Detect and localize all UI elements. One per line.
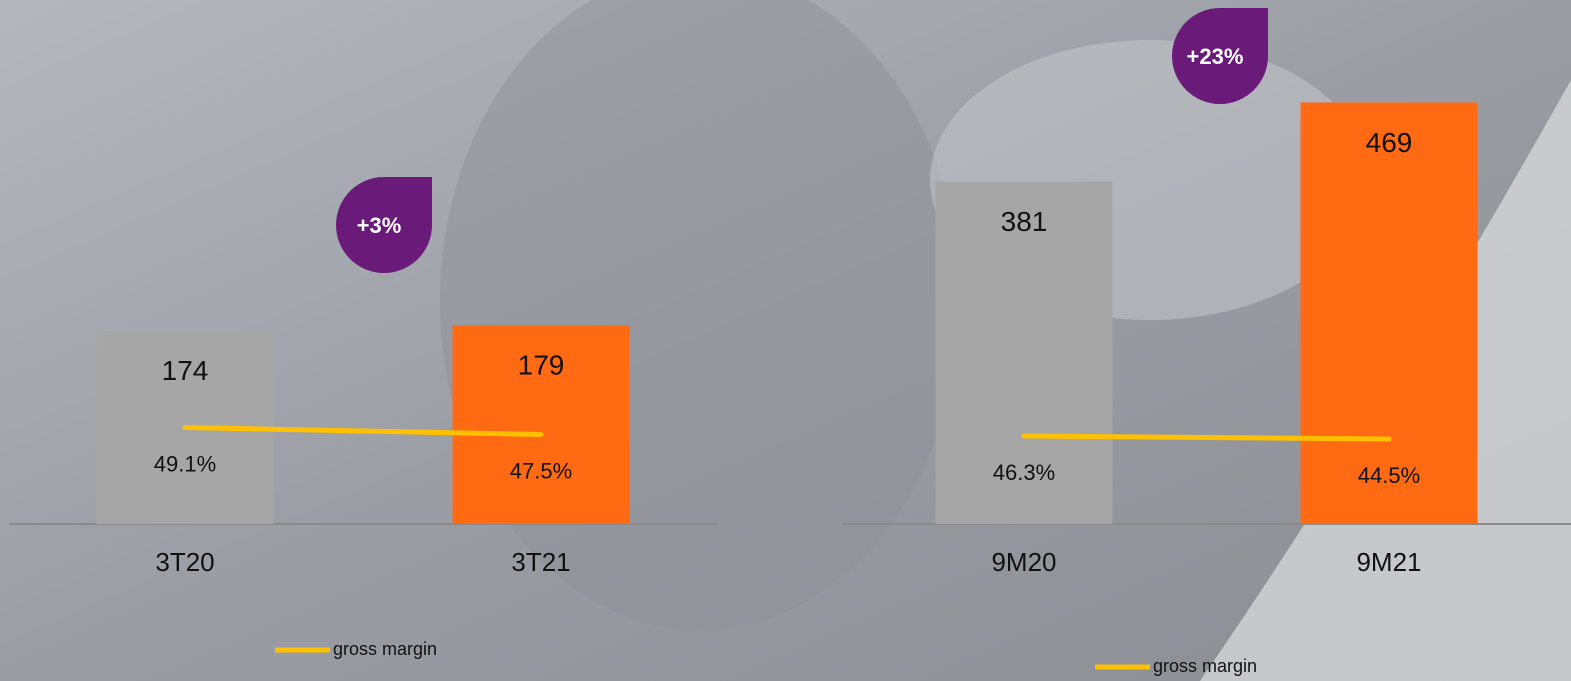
bar [1300, 102, 1478, 524]
line-value-label: 49.1% [154, 451, 216, 476]
badge [336, 177, 432, 273]
x-tick-label: 3T20 [155, 547, 214, 577]
x-tick-label: 3T21 [511, 547, 570, 577]
legend-label: gross margin [1153, 656, 1257, 676]
x-tick-label: 9M21 [1356, 547, 1421, 577]
legend-label: gross margin [333, 639, 437, 659]
background-curve [1200, 80, 1571, 681]
line-value-label: 46.3% [993, 460, 1055, 485]
annotation: +23% [1187, 44, 1244, 69]
badge [1172, 8, 1268, 104]
bar-value-label: 469 [1366, 127, 1413, 158]
bar-value-label: 174 [162, 355, 209, 386]
line-value-label: 44.5% [1358, 463, 1420, 488]
background-shape [440, 0, 960, 630]
bar-value-label: 381 [1001, 206, 1048, 237]
bar [452, 325, 630, 524]
x-tick-label: 9M20 [991, 547, 1056, 577]
line [182, 424, 544, 437]
line [1021, 433, 1392, 442]
bar-value-label: 179 [518, 350, 565, 381]
annotation: +3% [357, 213, 402, 238]
bar [935, 181, 1113, 524]
line-value-label: 47.5% [510, 458, 572, 483]
